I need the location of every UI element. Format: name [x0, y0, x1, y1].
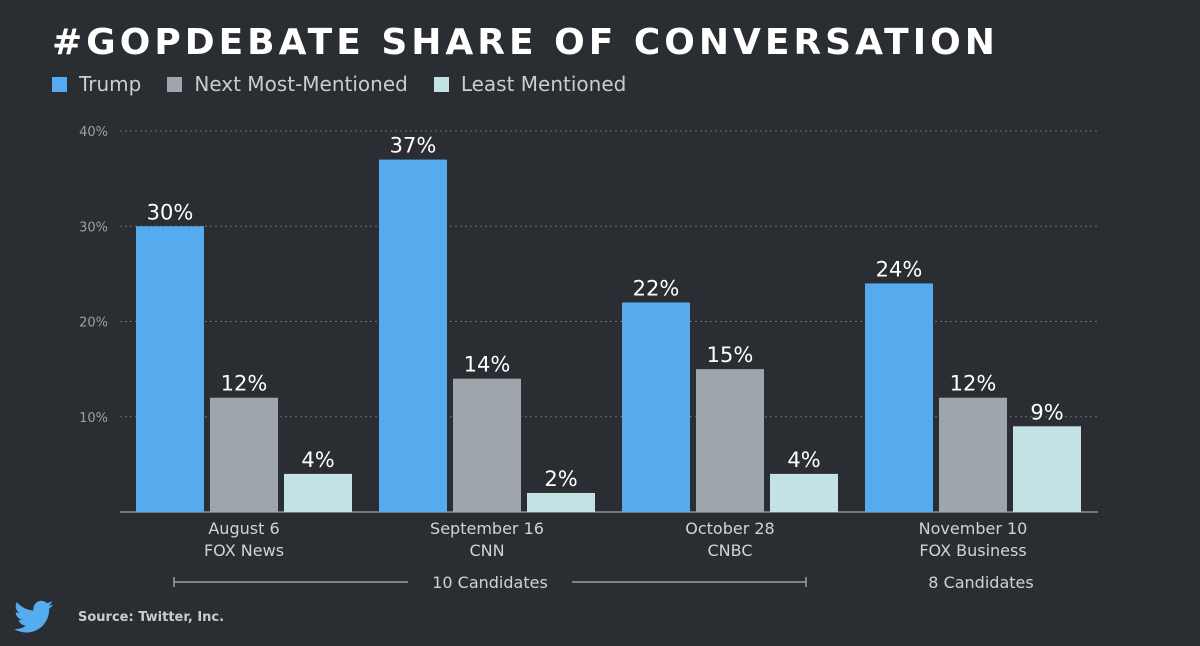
y-tick-label: 10%	[79, 411, 108, 426]
bar-next-most-mentioned	[210, 397, 278, 512]
bar-least-mentioned	[770, 473, 838, 512]
data-label: 14%	[464, 353, 511, 377]
data-label: 12%	[221, 372, 268, 396]
bar-trump	[865, 283, 933, 512]
bar-trump	[379, 159, 447, 512]
y-tick-label: 20%	[79, 316, 108, 331]
x-tick-sublabel: CNBC	[707, 541, 752, 560]
chart-title: #GOPDEBATE SHARE OF CONVERSATION	[52, 22, 999, 63]
data-label: 22%	[633, 276, 680, 300]
legend-item-next-most-mentioned: Next Most-Mentioned	[167, 72, 408, 96]
data-label: 12%	[950, 372, 997, 396]
annotation-10-candidates: 10 Candidates	[432, 573, 548, 592]
x-tick-label: August 6	[208, 519, 279, 538]
bar-least-mentioned	[284, 473, 352, 512]
legend-item-least-mentioned: Least Mentioned	[433, 72, 627, 96]
data-label: 37%	[390, 134, 437, 158]
legend-swatch-trump	[52, 76, 67, 92]
data-label: 4%	[301, 448, 334, 472]
x-tick-label: October 28	[685, 519, 774, 538]
bar-least-mentioned	[527, 492, 595, 512]
bar-next-most-mentioned	[939, 397, 1007, 512]
bar-trump	[622, 302, 690, 512]
legend-swatch-next-most-mentioned	[167, 76, 183, 92]
data-label: 24%	[876, 257, 923, 281]
x-tick-sublabel: CNN	[469, 541, 504, 560]
twitter-bird-icon	[14, 600, 54, 633]
data-label: 9%	[1030, 400, 1063, 424]
legend-label-next-most-mentioned: Next Most-Mentioned	[194, 72, 408, 96]
legend-label-trump: Trump	[79, 72, 142, 96]
data-label: 4%	[787, 448, 820, 472]
legend-swatch-least-mentioned	[433, 76, 449, 92]
x-tick-label: November 10	[919, 519, 1028, 538]
x-tick-sublabel: FOX News	[204, 541, 284, 560]
legend-label-least-mentioned: Least Mentioned	[460, 72, 627, 96]
legend: Trump Next Most-Mentioned Least Mentione…	[52, 72, 626, 96]
bar-next-most-mentioned	[453, 378, 521, 512]
data-label: 2%	[544, 467, 577, 491]
y-tick-label: 30%	[79, 220, 108, 235]
annotation-8-candidates: 8 Candidates	[928, 573, 1033, 592]
legend-item-trump: Trump	[52, 72, 141, 96]
y-tick-label: 40%	[79, 125, 108, 140]
x-tick-sublabel: FOX Business	[919, 541, 1026, 560]
data-label: 15%	[707, 343, 754, 367]
bar-least-mentioned	[1013, 426, 1081, 512]
source-note: Source: Twitter, Inc.	[78, 610, 225, 625]
bar-trump	[136, 226, 204, 512]
data-label: 30%	[147, 200, 194, 224]
x-tick-label: September 16	[430, 519, 544, 538]
bar-next-most-mentioned	[696, 369, 764, 512]
